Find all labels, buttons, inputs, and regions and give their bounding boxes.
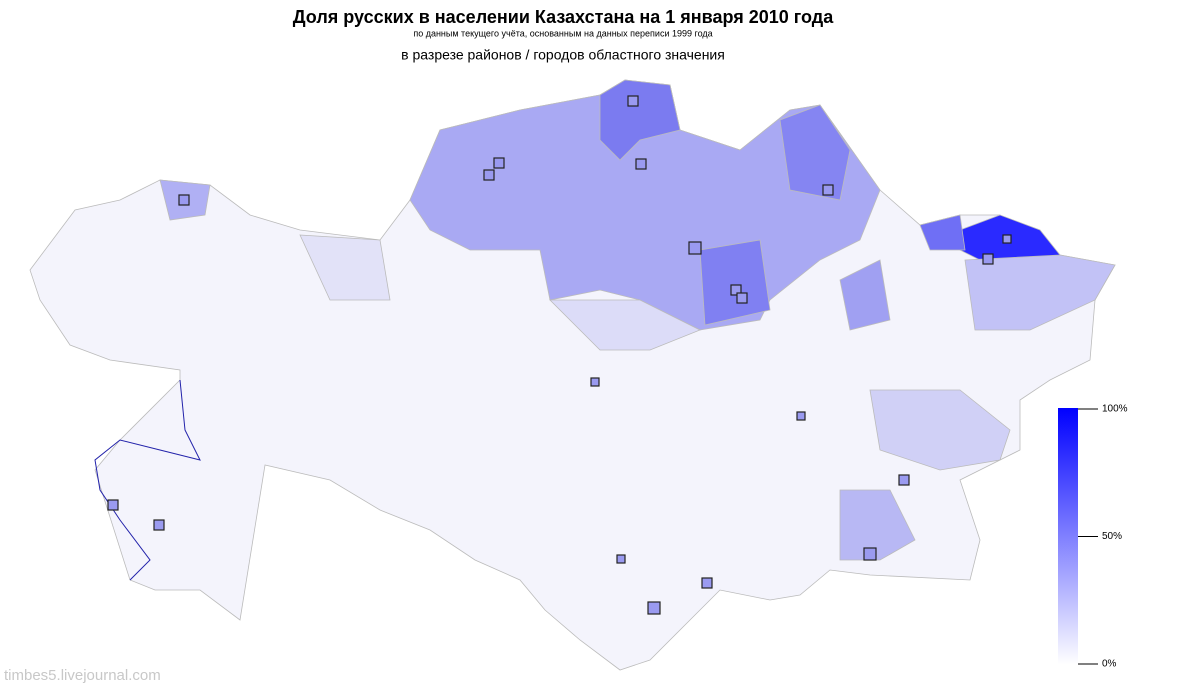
region [779, 104, 851, 201]
city [647, 601, 661, 615]
watermark: timbes5.livejournal.com [4, 667, 161, 684]
city [178, 194, 190, 206]
city [863, 547, 877, 561]
city [1002, 234, 1012, 244]
region [964, 254, 1116, 331]
map [29, 79, 1116, 671]
region [299, 234, 391, 301]
legend-tick-label: 0% [1102, 659, 1117, 670]
title: Доля русских в населении Казахстана на 1… [293, 7, 834, 27]
region [699, 239, 771, 326]
city [107, 499, 119, 511]
colorbar [1058, 408, 1078, 665]
city [493, 157, 505, 169]
region [599, 79, 681, 161]
city [590, 377, 600, 387]
city [898, 474, 910, 486]
city [483, 169, 495, 181]
city [688, 241, 702, 255]
city [736, 292, 748, 304]
legend-tick-label: 50% [1102, 531, 1122, 542]
legend-tick-label: 100% [1102, 404, 1128, 415]
city [153, 519, 165, 531]
region [549, 299, 701, 351]
region [919, 214, 966, 251]
city [822, 184, 834, 196]
subtitle: по данным текущего учёта, основанным на … [413, 28, 712, 38]
city [635, 158, 647, 170]
city [616, 554, 626, 564]
city [796, 411, 806, 421]
region [839, 489, 916, 561]
subtitle-2: в разрезе районов / городов областного з… [401, 47, 725, 63]
city [701, 577, 713, 589]
region [839, 259, 891, 331]
cities [107, 95, 1012, 615]
city [730, 284, 742, 296]
city [982, 253, 994, 265]
city [627, 95, 639, 107]
region [869, 389, 1011, 471]
coastline [94, 379, 201, 581]
